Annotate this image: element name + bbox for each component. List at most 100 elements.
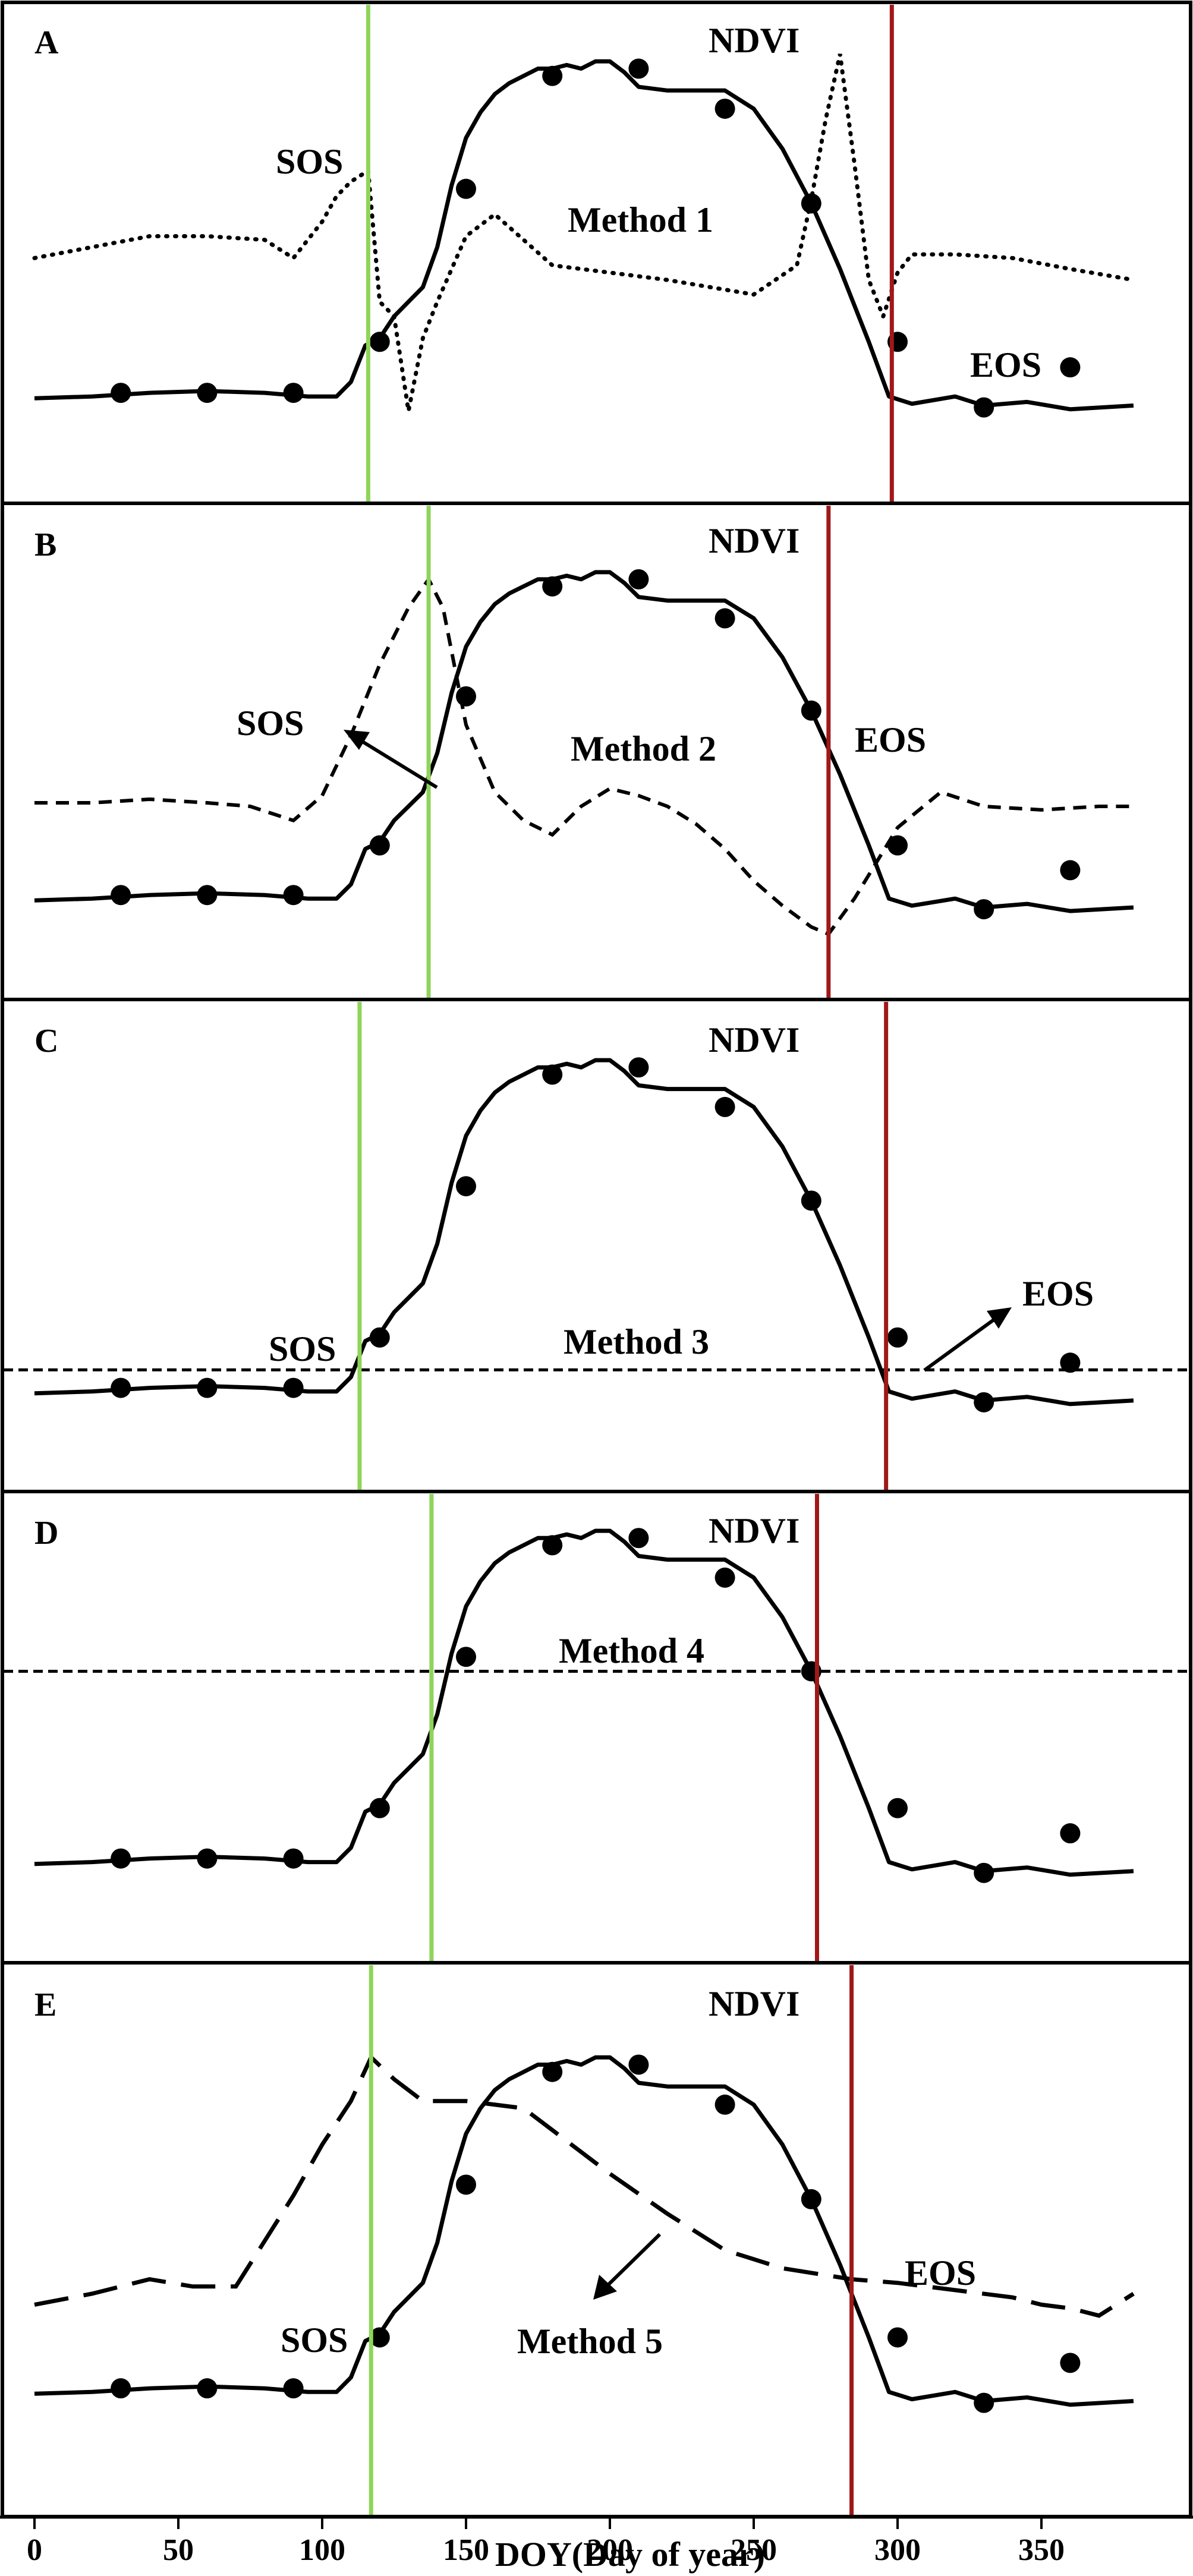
- ndvi-point: [111, 1848, 131, 1869]
- eos-label-e: EOS: [905, 2253, 976, 2293]
- eos-arrow-c-head: [987, 1307, 1012, 1329]
- ndvi-point: [887, 1327, 908, 1348]
- x-tick-label: 350: [1018, 2533, 1065, 2567]
- ndvi-point: [1060, 1352, 1081, 1373]
- ndvi-points-b: [111, 569, 1081, 920]
- panel-b: B NDVI SOS Method 2 EOS: [1, 502, 1192, 1001]
- ndvi-point: [801, 193, 821, 214]
- panel-b-letter: B: [34, 526, 56, 563]
- ndvi-point: [456, 2174, 476, 2195]
- ndvi-label-c: NDVI: [709, 1020, 799, 1060]
- ndvi-point: [801, 700, 821, 721]
- ndvi-point: [628, 1528, 649, 1549]
- method-2-label: Method 2: [571, 729, 716, 768]
- method-1-label: Method 1: [568, 200, 713, 239]
- ndvi-point: [801, 1190, 821, 1211]
- method-3-label: Method 3: [564, 1322, 709, 1361]
- panel-a-letter: A: [34, 24, 59, 61]
- ndvi-point: [197, 1377, 218, 1398]
- ndvi-point: [887, 2327, 908, 2348]
- ndvi-point: [974, 1392, 994, 1412]
- sos-label-a: SOS: [276, 142, 343, 181]
- ndvi-point: [542, 65, 563, 86]
- ndvi-point: [974, 1862, 994, 1883]
- ndvi-points-c: [111, 1057, 1081, 1412]
- x-tick-label: 0: [27, 2533, 42, 2567]
- panel-a: A NDVI SOS Method 1 EOS: [1, 1, 1192, 505]
- ndvi-point: [1060, 860, 1081, 881]
- x-tick-label: 250: [731, 2533, 777, 2567]
- ndvi-point: [801, 2189, 821, 2209]
- ndvi-point: [542, 576, 563, 597]
- panel-c: C NDVI SOS Method 3 EOS: [1, 998, 1192, 1493]
- method-5-arrow-head: [593, 2275, 617, 2300]
- ndvi-point: [714, 2094, 735, 2115]
- ndvi-point: [542, 1535, 563, 1556]
- ndvi-point: [369, 2327, 390, 2348]
- x-ticks: 0 50 100 150 200 250 300 350: [27, 2517, 1065, 2567]
- ndvi-point: [197, 383, 218, 403]
- ndvi-point: [111, 2378, 131, 2399]
- ndvi-point: [111, 1377, 131, 1398]
- ndvi-point: [111, 383, 131, 403]
- eos-label-a: EOS: [970, 345, 1041, 384]
- method-5-label: Method 5: [517, 2322, 663, 2361]
- ndvi-point: [974, 2392, 994, 2413]
- ndvi-point: [887, 835, 908, 856]
- method-4-label: Method 4: [559, 1631, 704, 1670]
- x-tick-label: 50: [163, 2533, 194, 2567]
- method-5-arrow-shaft: [603, 2233, 662, 2290]
- x-tick-label: 300: [874, 2533, 921, 2567]
- ndvi-point: [628, 1057, 649, 1078]
- ndvi-point: [714, 608, 735, 629]
- method-5-curve: [34, 2054, 1135, 2318]
- ndvi-point: [456, 686, 476, 707]
- ndvi-point: [283, 1848, 304, 1869]
- ndvi-point: [283, 1377, 304, 1398]
- ndvi-point: [369, 332, 390, 352]
- ndvi-point: [714, 1096, 735, 1117]
- sos-label-e: SOS: [281, 2320, 348, 2360]
- sos-label-c: SOS: [269, 1329, 336, 1369]
- ndvi-label-d: NDVI: [709, 1511, 799, 1550]
- ndvi-point: [369, 1798, 390, 1818]
- ndvi-curve-d: [34, 1528, 1134, 1877]
- ndvi-points-e: [111, 2054, 1081, 2413]
- ndvi-points-a: [111, 58, 1081, 418]
- x-axis-label: DOY(Day of year): [495, 2535, 765, 2574]
- panel-c-frame: [1, 998, 1192, 1493]
- x-tick-label: 100: [299, 2533, 345, 2567]
- ndvi-point: [1060, 357, 1081, 378]
- eos-arrow-c: [923, 1307, 1012, 1372]
- ndvi-points-d: [111, 1528, 1081, 1883]
- eos-label-c: EOS: [1022, 1274, 1094, 1313]
- ndvi-point: [283, 2378, 304, 2399]
- panel-e-letter: E: [34, 1987, 56, 2023]
- ndvi-point: [1060, 1823, 1081, 1844]
- ndvi-point: [283, 383, 304, 403]
- ndvi-point: [714, 98, 735, 119]
- ndvi-point: [456, 1647, 476, 1667]
- ndvi-point: [628, 2054, 649, 2075]
- method-1-curve: [32, 53, 1136, 412]
- ndvi-label-a: NDVI: [709, 21, 799, 60]
- x-tick-label: 200: [587, 2533, 633, 2567]
- ndvi-label-b: NDVI: [709, 521, 799, 560]
- ndvi-point: [197, 2378, 218, 2399]
- ndvi-point: [628, 58, 649, 79]
- sos-label-b: SOS: [237, 704, 304, 743]
- panel-a-frame: [1, 1, 1192, 505]
- eos-arrow-c-shaft: [923, 1314, 1000, 1372]
- panel-d-frame: [1, 1490, 1192, 1965]
- sos-arrow-b: [344, 730, 438, 789]
- ndvi-point: [111, 885, 131, 906]
- ndvi-point: [197, 1848, 218, 1869]
- sos-arrow-b-shaft: [355, 736, 438, 789]
- ndvi-point: [1060, 2353, 1081, 2373]
- x-tick-label: 150: [443, 2533, 489, 2567]
- ndvi-point: [714, 1567, 735, 1588]
- panel-d: D NDVI Method 4: [1, 1490, 1192, 1965]
- panel-d-letter: D: [34, 1515, 58, 1552]
- panel-c-letter: C: [34, 1023, 58, 1060]
